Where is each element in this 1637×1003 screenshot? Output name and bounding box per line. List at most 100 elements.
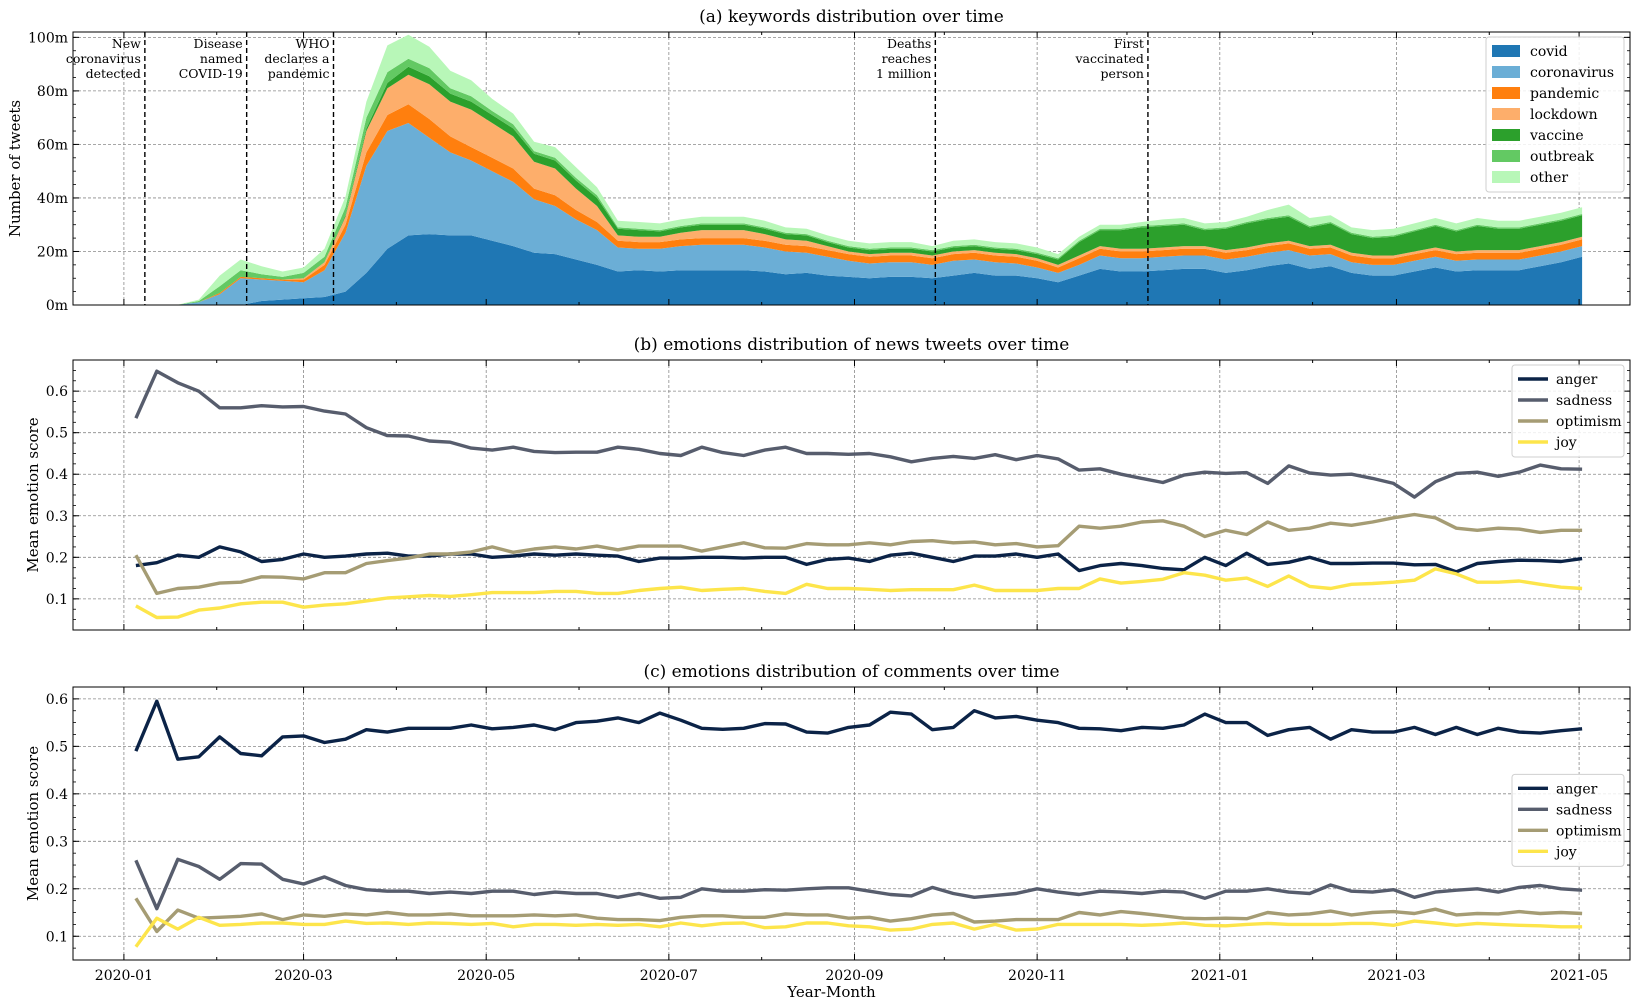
y-tick-label: 0.3 — [46, 834, 68, 850]
legend-label-sadness: sadness — [1556, 802, 1612, 818]
event-label: Disease — [194, 36, 243, 51]
panel-keywords: (a) keywords distribution over time Numbe… — [6, 7, 1631, 314]
event-label: New — [112, 36, 141, 51]
event-label: WHO — [295, 36, 329, 51]
gridlines — [73, 687, 1630, 960]
line-anger — [134, 699, 1583, 761]
event-label: coronavirus — [66, 51, 141, 66]
y-axis-label: Number of tweets — [6, 100, 24, 237]
area-vaccine — [135, 66, 1583, 305]
event-label: named — [200, 51, 243, 66]
chart-title: (a) keywords distribution over time — [699, 7, 1004, 27]
legend: anger sadness optimism joy — [1511, 364, 1625, 458]
y-tick-label: 0.6 — [46, 692, 68, 708]
y-tick-label: 0.4 — [46, 787, 68, 803]
legend-label-covid: covid — [1530, 44, 1568, 60]
area-pandemic — [135, 104, 1583, 305]
y-tick-label: 0.6 — [46, 384, 68, 400]
legend-label-pandemic: pandemic — [1530, 86, 1599, 102]
legend-label-outbreak: outbreak — [1530, 149, 1594, 165]
legend-swatch-lockdown — [1492, 108, 1520, 120]
x-tick-label: 2020-09 — [825, 968, 883, 984]
panel-news-emotions: (b) emotions distribution of news tweets… — [24, 335, 1631, 631]
y-tick-label: 0.2 — [46, 882, 68, 898]
chart-title: (b) emotions distribution of news tweets… — [634, 335, 1070, 355]
legend-swatch-vaccine — [1492, 129, 1520, 141]
x-tick-label: 2020-01 — [95, 968, 153, 984]
x-tick-label: 2020-03 — [274, 968, 332, 984]
legend-swatch-pandemic — [1492, 87, 1520, 99]
y-tick-label: 0.2 — [46, 550, 68, 566]
legend-swatch-coronavirus — [1492, 66, 1520, 78]
legend-label-lockdown: lockdown — [1530, 107, 1598, 123]
y-tick-label: 0m — [46, 298, 68, 314]
y-tick-label: 0.3 — [46, 509, 68, 525]
y-tick-label: 0.4 — [46, 467, 68, 483]
x-tick-label: 2021-03 — [1367, 968, 1425, 984]
legend-box — [1511, 364, 1625, 458]
gridlines — [73, 360, 1630, 630]
event-label: detected — [86, 66, 141, 81]
line-joy — [134, 915, 1583, 948]
y-tick-label: 100m — [28, 30, 68, 46]
area-covid — [135, 234, 1583, 305]
area-lockdown — [135, 74, 1583, 305]
legend: anger sadness optimism joy — [1511, 773, 1625, 867]
x-axis-label: Year-Month — [786, 983, 876, 1001]
event-label: Deaths — [887, 36, 931, 51]
event-label: vaccinated — [1074, 51, 1143, 66]
line-sadness — [134, 857, 1583, 911]
legend-label-joy: joy — [1554, 844, 1577, 860]
y-tick-label: 80m — [37, 84, 68, 100]
event-label: First — [1114, 36, 1144, 51]
x-tick-label: 2020-05 — [457, 968, 515, 984]
event-label: reaches — [882, 51, 932, 66]
plot-area — [135, 34, 1583, 305]
event-label: declares a — [264, 51, 330, 66]
legend-box — [1485, 36, 1625, 193]
legend-swatch-other — [1492, 171, 1520, 183]
legend-swatch-covid — [1492, 45, 1520, 57]
legend-label-sadness: sadness — [1556, 393, 1612, 409]
y-tick-label: 0.1 — [46, 592, 68, 608]
y-tick-label: 60m — [37, 137, 68, 153]
legend-label-optimism: optimism — [1556, 823, 1622, 839]
line-optimism — [134, 897, 1583, 934]
x-tick-label: 2021-05 — [1550, 968, 1608, 984]
legend-box — [1511, 773, 1625, 867]
line-anger — [135, 545, 1583, 574]
x-tick-label: 2020-11 — [1008, 968, 1066, 984]
y-tick-label: 20m — [37, 244, 68, 260]
event-label: 1 million — [876, 66, 931, 81]
legend-label-other: other — [1530, 170, 1568, 186]
plot-area — [134, 699, 1583, 948]
legend-label-joy: joy — [1554, 435, 1577, 451]
line-sadness — [134, 369, 1583, 499]
x-tick-label: 2020-07 — [640, 968, 698, 984]
legend-label-vaccine: vaccine — [1529, 128, 1584, 144]
y-tick-label: 40m — [37, 191, 68, 207]
chart-title: (c) emotions distribution of comments ov… — [643, 662, 1059, 682]
panel-comment-emotions: (c) emotions distribution of comments ov… — [24, 662, 1631, 1001]
y-tick-label: 0.1 — [46, 929, 68, 945]
event-label: pandemic — [268, 66, 330, 81]
x-tick-label: 2021-01 — [1191, 968, 1249, 984]
axes-frame — [72, 686, 1631, 961]
legend-label-coronavirus: coronavirus — [1530, 65, 1614, 81]
y-axis-label: Mean emotion score — [24, 746, 42, 901]
area-coronavirus — [135, 123, 1583, 305]
y-axis-label: Mean emotion score — [24, 417, 42, 572]
legend-label-anger: anger — [1556, 372, 1598, 388]
legend-label-optimism: optimism — [1556, 414, 1622, 430]
line-joy — [135, 567, 1583, 620]
y-tick-label: 0.5 — [46, 739, 68, 755]
axes-frame — [72, 31, 1631, 306]
legend-label-anger: anger — [1556, 781, 1598, 797]
event-label: COVID-19 — [179, 66, 243, 81]
legend-swatch-outbreak — [1492, 150, 1520, 162]
y-tick-label: 0.5 — [46, 426, 68, 442]
line-optimism — [134, 512, 1583, 596]
plot-area — [134, 369, 1583, 620]
legend: covid coronavirus pandemic lockdown vaccine o… — [1485, 36, 1625, 193]
